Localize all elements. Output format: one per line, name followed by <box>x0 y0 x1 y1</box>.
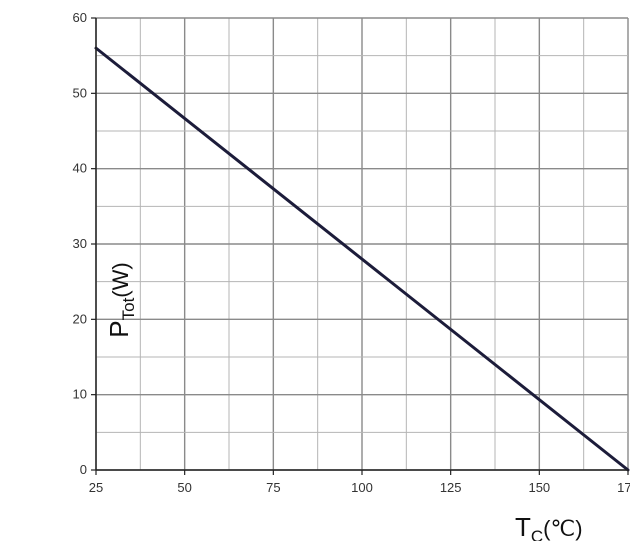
x-tick-label: 75 <box>266 480 280 495</box>
y-tick-label: 10 <box>73 387 87 402</box>
y-tick-label: 50 <box>73 85 87 100</box>
x-tick-label: 50 <box>177 480 191 495</box>
x-axis-symbol: T <box>515 512 531 541</box>
tick-labels: 25 50 75 100 125 150 175 0 10 20 30 40 50 60 <box>73 10 630 495</box>
grid <box>95 17 629 471</box>
x-tick-label: 25 <box>89 480 103 495</box>
y-axis-unit: (W) <box>108 262 133 297</box>
x-tick-label: 125 <box>440 480 462 495</box>
series-layer <box>94 46 630 472</box>
y-axis-subscript: Tot <box>119 297 138 320</box>
y-axis-symbol: P <box>104 320 134 337</box>
y-tick-label: 20 <box>73 311 87 326</box>
y-tick-label: 60 <box>73 10 87 25</box>
x-tick-label: 175 <box>617 480 630 495</box>
x-axis-unit: (℃) <box>543 516 582 541</box>
x-tick-label: 150 <box>528 480 550 495</box>
y-tick-label: 0 <box>80 462 87 477</box>
x-tick-label: 100 <box>351 480 373 495</box>
x-axis-subscript: C <box>531 527 543 541</box>
axes <box>91 17 629 475</box>
y-tick-label: 30 <box>73 236 87 251</box>
y-tick-label: 40 <box>73 161 87 176</box>
x-axis-title: TC(℃) <box>515 512 583 541</box>
y-axis-title: PTot(W) <box>104 262 138 337</box>
derating-curve <box>94 46 630 472</box>
